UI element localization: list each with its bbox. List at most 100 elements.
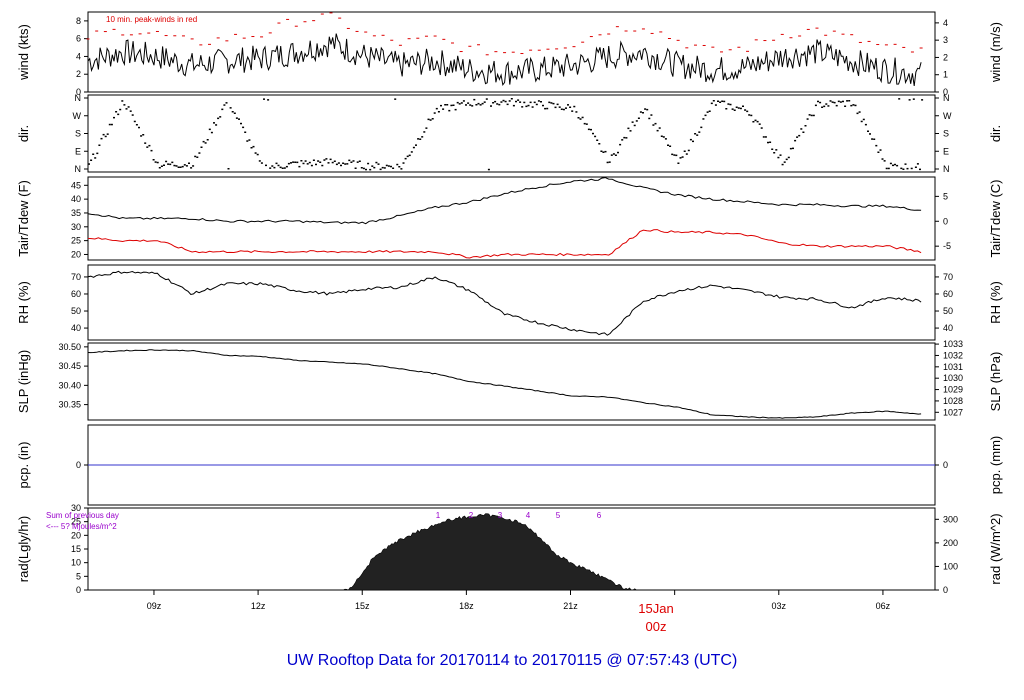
direction-point <box>229 107 232 109</box>
direction-point <box>396 163 399 166</box>
direction-point <box>898 98 901 100</box>
direction-point <box>344 163 347 165</box>
direction-point <box>452 104 455 106</box>
direction-point <box>621 139 624 141</box>
x-tick-label: 18z <box>459 601 474 611</box>
direction-point <box>760 127 763 129</box>
left-tick-label: 4 <box>76 51 81 61</box>
direction-point <box>485 98 488 100</box>
direction-point <box>662 136 665 138</box>
direction-point <box>108 123 111 126</box>
x-tick-label: 06z <box>876 601 891 611</box>
left-tick-label: N <box>75 93 82 103</box>
direction-point <box>906 167 909 170</box>
direction-point <box>465 104 467 106</box>
right-tick-label: 1028 <box>943 396 963 406</box>
direction-point <box>902 168 905 170</box>
direction-point <box>294 161 297 163</box>
direction-point <box>694 133 697 135</box>
direction-point <box>519 101 522 103</box>
direction-point <box>565 107 567 109</box>
direction-point <box>477 102 480 105</box>
direction-point <box>889 162 892 165</box>
direction-point <box>787 156 790 159</box>
direction-point <box>250 147 253 149</box>
direction-point <box>800 128 803 130</box>
direction-point <box>779 154 782 156</box>
direction-point <box>560 108 563 110</box>
direction-point <box>433 112 436 114</box>
panel-pcp: pcp. (in) pcp. (mm) 0 0 <box>16 424 1003 506</box>
direction-point <box>506 103 509 106</box>
series-tdew-line <box>87 229 922 259</box>
direction-point <box>119 108 122 111</box>
direction-point <box>783 161 786 163</box>
direction-point <box>567 104 569 106</box>
direction-point <box>246 140 249 142</box>
ylabel-right-slp: SLP (hPa) <box>988 352 1003 412</box>
direction-point <box>758 123 761 125</box>
direction-point <box>617 151 619 154</box>
right-tick-label: 100 <box>943 561 958 571</box>
left-tick-label: 0 <box>76 585 81 595</box>
direction-point <box>213 122 215 124</box>
direction-point <box>333 160 336 162</box>
direction-point <box>183 164 186 166</box>
left-tick-label: 2 <box>76 69 81 79</box>
direction-point <box>594 135 597 138</box>
direction-point <box>623 136 626 139</box>
direction-point <box>133 120 136 123</box>
direction-point <box>494 100 497 103</box>
direction-point <box>833 101 836 104</box>
right-tick-label: 1031 <box>943 362 963 372</box>
direction-point <box>177 166 180 168</box>
direction-point <box>492 102 495 104</box>
direction-point <box>381 166 384 169</box>
direction-point <box>735 106 738 108</box>
direction-point <box>454 108 457 111</box>
direction-point <box>904 163 907 165</box>
direction-point <box>383 167 386 169</box>
direction-point <box>508 100 511 102</box>
direction-point <box>188 162 190 164</box>
direction-point <box>475 104 478 106</box>
direction-point <box>90 159 93 161</box>
direction-point <box>712 100 715 102</box>
direction-point <box>785 158 788 161</box>
direction-point <box>725 108 728 110</box>
direction-point <box>192 165 195 167</box>
solar-hour-label: 4 <box>526 511 531 520</box>
direction-point <box>444 104 447 106</box>
direction-point <box>789 147 792 150</box>
direction-point <box>598 143 601 145</box>
direction-point <box>650 114 653 116</box>
direction-point <box>862 118 865 121</box>
direction-point <box>825 103 828 105</box>
direction-point <box>110 123 113 126</box>
direction-point <box>660 135 663 137</box>
direction-point <box>421 136 424 138</box>
direction-point <box>458 103 461 105</box>
direction-point <box>217 117 220 120</box>
direction-point <box>631 121 634 123</box>
direction-point <box>354 167 357 169</box>
left-tick-label: 30 <box>71 503 81 513</box>
direction-point <box>750 114 753 117</box>
left-tick-label: 30.35 <box>58 400 81 410</box>
direction-point <box>802 131 805 133</box>
ylabel-right-wind: wind (m/s) <box>988 22 1003 83</box>
direction-point <box>340 164 342 167</box>
direction-point <box>335 163 338 166</box>
direction-point <box>160 165 163 167</box>
direction-point <box>356 161 359 163</box>
direction-point <box>671 153 674 156</box>
direction-point <box>238 118 240 120</box>
direction-point <box>600 150 603 152</box>
left-tick-label: 40 <box>71 323 81 333</box>
right-tick-label: E <box>943 146 949 156</box>
direction-point <box>321 164 324 167</box>
direction-point <box>654 122 657 125</box>
direction-point <box>814 104 817 107</box>
direction-point <box>437 111 440 113</box>
right-tick-label: N <box>943 93 950 103</box>
